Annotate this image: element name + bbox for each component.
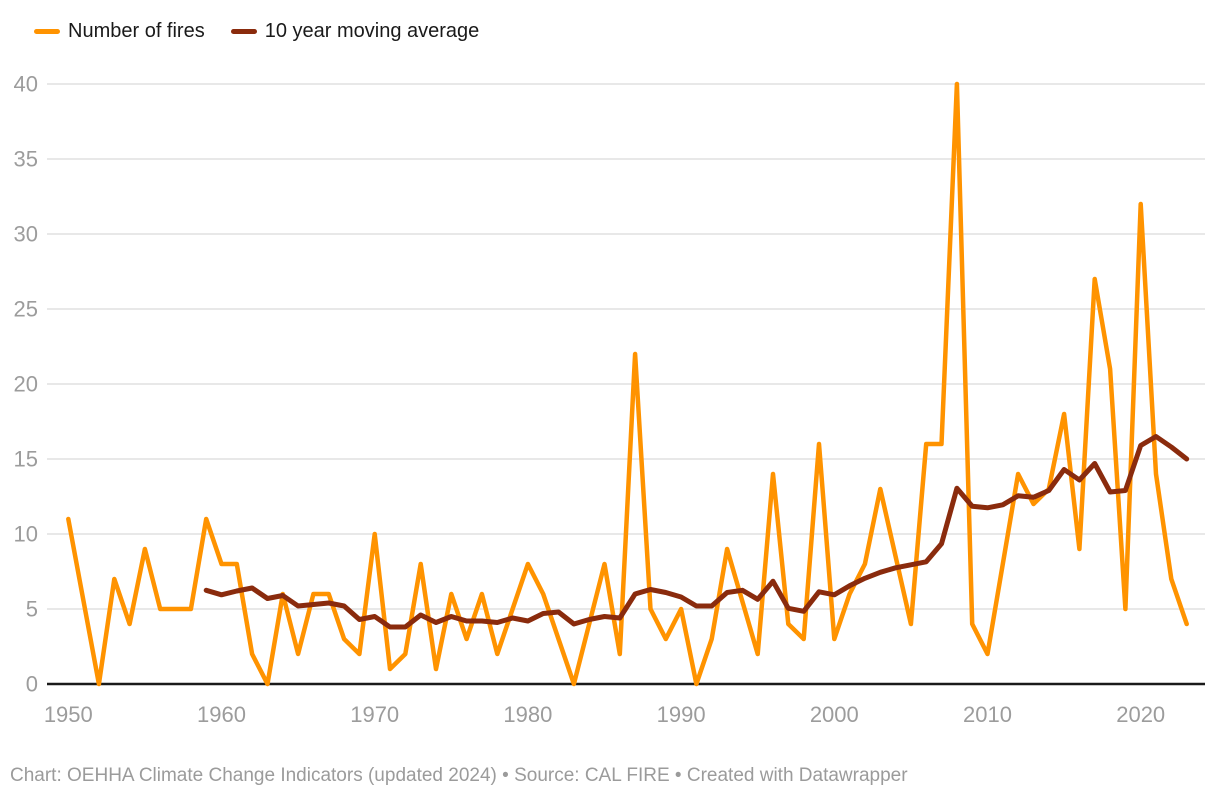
y-tick-label: 0 xyxy=(26,672,38,697)
series-line-number-of-fires xyxy=(66,81,1189,687)
y-tick-label: 5 xyxy=(26,597,38,622)
y-tick-label: 40 xyxy=(14,72,38,97)
moving-average-line-swatch-icon xyxy=(230,28,257,34)
y-tick-label: 30 xyxy=(14,222,38,247)
y-tick-label: 35 xyxy=(14,147,38,172)
legend-label-moving-average: 10 year moving average xyxy=(264,20,480,42)
legend-item-moving-average: 10 year moving average xyxy=(230,17,480,45)
y-tick-label: 10 xyxy=(14,522,38,547)
y-tick-label: 25 xyxy=(14,297,38,322)
chart-legend: Number of fires 10 year moving average xyxy=(34,17,479,45)
y-tick-label: 20 xyxy=(14,372,38,397)
series-line-10-year-moving-average xyxy=(203,434,1190,630)
y-tick-label: 15 xyxy=(14,447,38,472)
line-chart-svg: 0 5 10 15 20 25 30 35 40 1950 1960 1970 1980 1990 2000… xyxy=(14,72,1205,727)
x-tick-label: 1970 xyxy=(350,702,399,727)
x-tick-label: 1990 xyxy=(657,702,706,727)
line-chart-canvas: 0 5 10 15 20 25 30 35 40 1950 1960 1970 1980 1990 2000… xyxy=(14,72,1205,727)
x-tick-label: 1980 xyxy=(503,702,552,727)
x-tick-label: 2010 xyxy=(963,702,1012,727)
attribution-footer: Chart: OEHHA Climate Change Indicators (… xyxy=(10,765,908,786)
legend-label-number-of-fires: Number of fires xyxy=(68,20,205,42)
x-tick-label: 2000 xyxy=(810,702,859,727)
x-tick-label: 2020 xyxy=(1116,702,1165,727)
x-tick-label: 1960 xyxy=(197,702,246,727)
legend-item-number-of-fires: Number of fires xyxy=(34,17,205,45)
x-tick-label: 1950 xyxy=(44,702,93,727)
fires-line-swatch-icon xyxy=(34,28,60,34)
